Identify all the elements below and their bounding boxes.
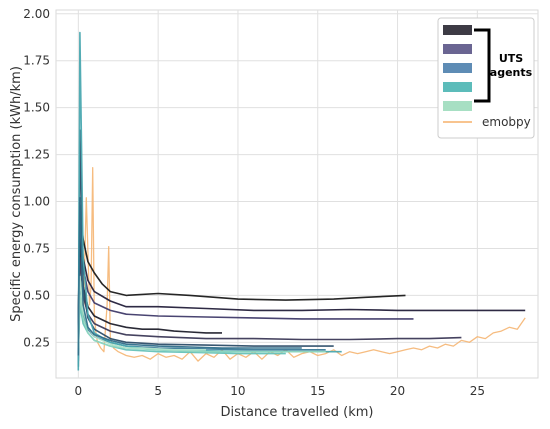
x-tick-label: 20 <box>390 384 405 398</box>
legend-swatches <box>443 25 472 111</box>
legend-group-label-line2: agents <box>490 66 533 79</box>
x-tick-label: 0 <box>75 384 83 398</box>
legend-group-label-line1: UTS <box>499 52 523 65</box>
y-tick-label: 1.00 <box>23 195 50 209</box>
series-line-uts <box>77 275 206 351</box>
legend-uts-swatch <box>443 101 472 111</box>
legend-bracket <box>474 28 491 103</box>
x-tick-label: 5 <box>154 384 162 398</box>
y-axis-ticks: 0.25 0.50 0.75 1.00 1.25 1.50 1.75 2.00 <box>23 7 50 350</box>
legend-uts-swatch <box>443 82 472 92</box>
x-tick-label: 15 <box>310 384 325 398</box>
y-tick-label: 0.75 <box>23 241 50 255</box>
series-line-uts <box>77 197 302 356</box>
series-line-uts <box>77 219 526 322</box>
y-axis-title: Specific energy consumption (kWh/km) <box>9 66 24 322</box>
series-line-emobpy <box>82 167 526 362</box>
series-line-uts <box>77 204 406 324</box>
legend-emobpy-label: emobpy <box>482 115 531 129</box>
y-tick-label: 2.00 <box>23 7 50 21</box>
y-tick-label: 1.50 <box>23 101 50 115</box>
y-tick-label: 0.50 <box>23 288 50 302</box>
series-line-uts <box>77 303 286 355</box>
legend-uts-swatch <box>443 25 472 35</box>
x-axis-ticks: 0 5 10 15 20 25 <box>75 384 485 398</box>
y-tick-label: 0.25 <box>23 335 50 349</box>
x-tick-label: 10 <box>230 384 245 398</box>
x-axis-title: Distance travelled (km) <box>220 405 373 420</box>
series-lines <box>77 31 526 371</box>
x-tick-label: 25 <box>470 384 485 398</box>
legend-uts-swatch <box>443 63 472 73</box>
legend: UTS agents emobpy <box>437 17 535 139</box>
series-line-uts <box>77 294 326 353</box>
y-tick-label: 1.75 <box>23 54 50 68</box>
y-tick-label: 1.25 <box>23 148 50 162</box>
legend-uts-swatch <box>443 44 472 54</box>
